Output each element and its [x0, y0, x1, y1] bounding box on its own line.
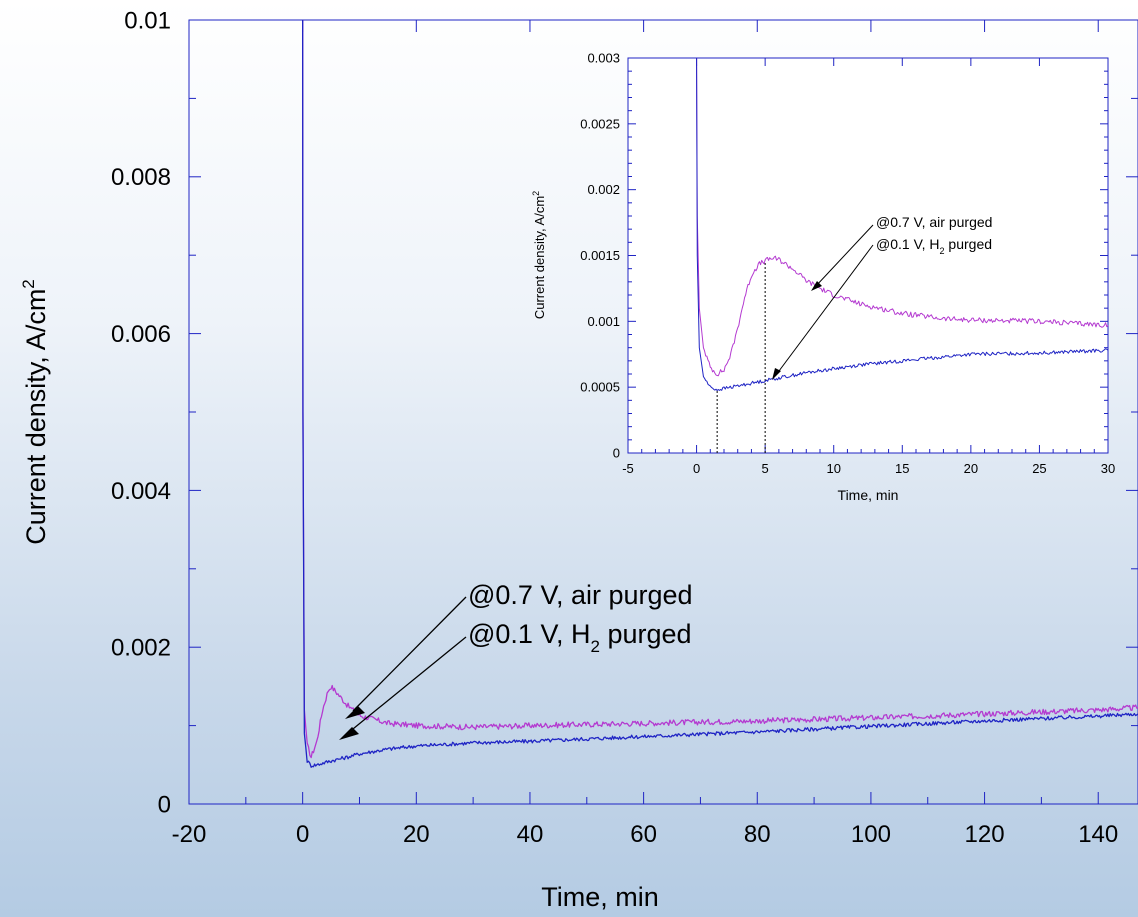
main-arrowhead-h2: [339, 727, 359, 740]
main-annotation-h2-text: @0.1 V, H2 purged: [468, 619, 692, 656]
inset-y-tick-label: 0.0025: [580, 116, 620, 131]
main-y-axis-title: Current density, A/cm2: [19, 279, 51, 545]
inset-x-tick-label: 5: [762, 461, 769, 476]
main-x-tick-label: 140: [1078, 821, 1118, 848]
inset-arrow-air: [814, 224, 874, 288]
inset-annotation-h2-suffix: purged: [945, 236, 992, 252]
inset-x-ticks: -5 0 5 10 15 20 25 30: [622, 58, 1115, 476]
main-annotation-air: @0.7 V, air purged: [345, 580, 693, 719]
main-y-tick-label: 0.004: [111, 478, 171, 505]
inset-series-h2-purged-line: [696, 57, 1109, 392]
inset-x-tick-label: 15: [895, 461, 909, 476]
main-series-air-purged-line: [301, 19, 1138, 759]
main-arrow-air: [352, 596, 467, 712]
main-x-tick-label: 0: [296, 821, 309, 848]
inset-annotation-h2-text: @0.1 V, H2 purged: [876, 236, 992, 256]
main-x-tick-label: 80: [744, 821, 771, 848]
inset-x-tick-label: -5: [622, 461, 634, 476]
inset-arrowhead-air: [811, 281, 822, 291]
main-y-ticks: 0 0.002 0.004 0.006 0.008 0.01: [111, 7, 1138, 818]
main-y-tick-label: 0.002: [111, 635, 171, 662]
main-y-tick-label: 0: [158, 791, 171, 818]
main-annotation-h2-prefix: @0.1 V, H: [468, 619, 590, 649]
inset-annotation-h2-sub: 2: [940, 246, 945, 256]
inset-y-axis-title-text: Current density, A/cm: [532, 196, 547, 319]
inset-annotation-h2-prefix: @0.1 V, H: [876, 236, 940, 252]
main-x-tick-label: 60: [630, 821, 657, 848]
inset-y-tick-label: 0: [613, 446, 620, 461]
main-x-tick-label: -20: [172, 821, 207, 848]
main-series: [301, 19, 1138, 768]
inset-y-tick-label: 0.0005: [580, 380, 620, 395]
inset-x-tick-label: 10: [826, 461, 840, 476]
inset-series-air-purged-line: [696, 57, 1109, 377]
inset-y-tick-label: 0.002: [587, 182, 620, 197]
main-arrowhead-air: [345, 706, 365, 719]
inset-y-axis-title-sup: 2: [531, 191, 541, 196]
inset-x-tick-label: 0: [693, 461, 700, 476]
main-annotation-air-text: @0.7 V, air purged: [468, 580, 693, 610]
main-x-tick-label: 120: [965, 821, 1005, 848]
inset-y-ticks: 0 0.0005 0.001 0.0015 0.002 0.0025 0.003: [580, 51, 1108, 461]
main-arrow-h2: [347, 636, 467, 734]
inset-arrowhead-h2: [772, 368, 781, 380]
inset-y-tick-label: 0.003: [587, 51, 620, 66]
inset-plot-frame: [627, 57, 1109, 454]
inset-annotation-air: @0.7 V, air purged: [811, 214, 992, 291]
inset-y-axis-title: Current density, A/cm2: [531, 191, 547, 319]
main-y-tick-label: 0.01: [124, 7, 171, 34]
main-x-tick-label: 20: [403, 821, 430, 848]
main-annotation-h2-sub: 2: [590, 637, 599, 656]
main-x-tick-label: 40: [517, 821, 544, 848]
inset-x-tick-label: 25: [1032, 461, 1046, 476]
inset-y-tick-label: 0.0015: [580, 248, 620, 263]
inset-x-axis-title: Time, min: [838, 487, 899, 503]
main-x-tick-label: 100: [851, 821, 891, 848]
inset-series: [696, 57, 1109, 392]
inset-arrow-h2: [775, 244, 874, 376]
inset-x-tick-label: 30: [1101, 461, 1115, 476]
inset-y-tick-label: 0.001: [587, 314, 620, 329]
inset-reference-lines: [716, 260, 766, 453]
main-x-axis-title: Time, min: [541, 882, 659, 912]
main-y-tick-label: 0.006: [111, 321, 171, 348]
main-y-axis-title-text: Current density, A/cm: [21, 289, 51, 545]
main-y-axis-title-sup: 2: [19, 279, 38, 288]
main-annotation-h2-suffix: purged: [600, 619, 692, 649]
inset-x-tick-label: 20: [964, 461, 978, 476]
main-x-ticks: -20 0 20 40 60 80 100 120 140: [172, 20, 1118, 848]
main-y-tick-label: 0.008: [111, 164, 171, 191]
inset-annotation-air-text: @0.7 V, air purged: [876, 214, 992, 230]
main-annotation-h2: @0.1 V, H2 purged: [339, 619, 692, 740]
inset-annotation-h2: @0.1 V, H2 purged: [772, 236, 992, 380]
main-series-h2-purged-line: [301, 19, 1138, 768]
